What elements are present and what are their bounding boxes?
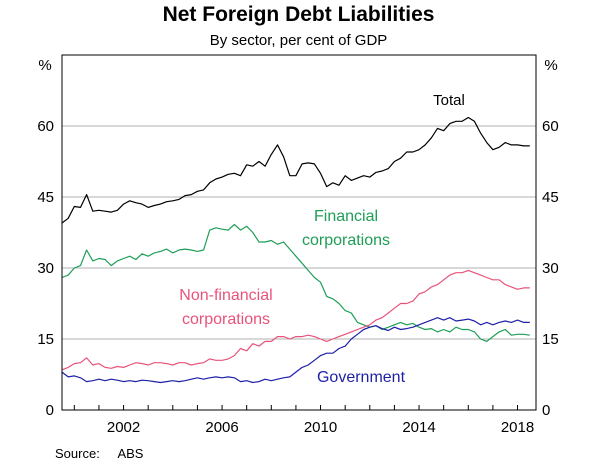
y-tick-label-left: 60 <box>37 118 54 135</box>
series-line-non-financial-corporations <box>61 269 530 371</box>
y-tick-label-right: 60 <box>542 118 559 135</box>
series-label-financial-line1: Financial <box>314 208 378 225</box>
series-label-financial-line2: corporations <box>302 232 390 249</box>
x-tick-label: 2010 <box>304 419 337 436</box>
y-tick-label-left: 15 <box>37 331 54 348</box>
source-label: Source: <box>55 446 100 461</box>
x-tick-label: 2006 <box>205 419 238 436</box>
series-line-financial-corporations <box>61 223 530 342</box>
x-tick-label: 2002 <box>107 419 140 436</box>
source-value: ABS <box>117 446 144 461</box>
series-label-nonfinancial-line1: Non-financial <box>179 287 272 304</box>
y-axis-unit-left: % <box>38 57 51 74</box>
series-line-total <box>61 116 530 224</box>
y-tick-label-left: 30 <box>37 260 54 277</box>
gridlines <box>62 125 536 340</box>
y-tick-label-left: 0 <box>46 402 54 419</box>
chart-subtitle: By sector, per cent of GDP <box>209 32 388 49</box>
chart-title: Net Foreign Debt Liabilities <box>162 3 435 26</box>
series-lines <box>61 116 530 384</box>
series-label-total: Total <box>433 92 465 109</box>
y-axis-unit-right: % <box>544 57 557 74</box>
series-line-government <box>61 317 530 384</box>
y-tick-label-right: 0 <box>542 402 550 419</box>
y-tick-label-right: 45 <box>542 189 559 206</box>
x-tick-label: 2018 <box>501 419 534 436</box>
y-tick-label-left: 45 <box>37 189 54 206</box>
axis-ticks: 0 0 15 15 30 30 45 45 60 60 2002 2006 2010 2014 2018 <box>37 118 558 436</box>
source-note: Source: ABS <box>55 446 143 461</box>
series-label-government: Government <box>317 369 406 386</box>
y-tick-label-right: 15 <box>542 331 559 348</box>
x-tick-label: 2014 <box>402 419 435 436</box>
y-tick-label-right: 30 <box>542 260 559 277</box>
plot-frame <box>61 54 537 411</box>
series-label-nonfinancial-line2: corporations <box>182 311 270 328</box>
